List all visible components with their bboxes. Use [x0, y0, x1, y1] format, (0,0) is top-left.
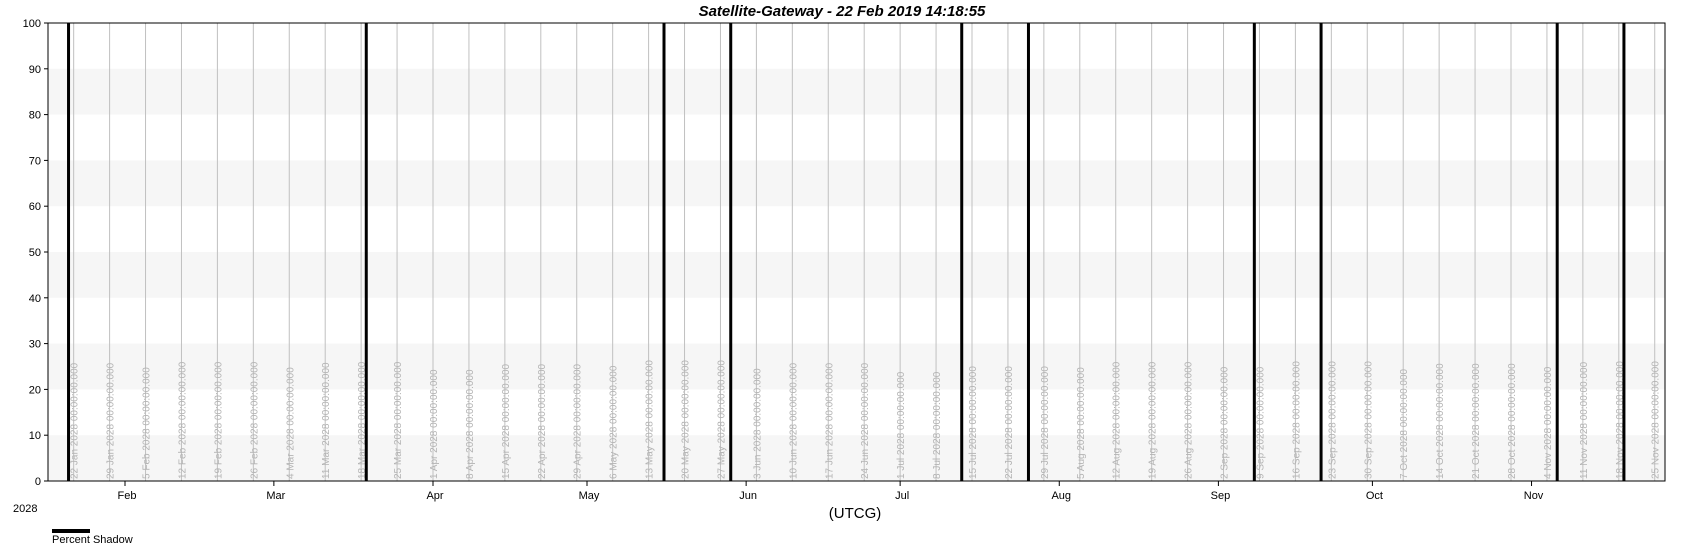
- weekly-tick-label: 4 Nov 2028 00:00:00.000: [1543, 366, 1554, 479]
- weekly-tick-labels: 22 Jan 2028 00:00:00.000 29 Jan 2028 00:0…: [70, 360, 1662, 479]
- weekly-tick-label: 22 Jul 2028 00:00:00.000: [1004, 366, 1015, 479]
- y-tick-label: 20: [29, 384, 41, 396]
- weekly-tick-label: 21 Oct 2028 00:00:00.000: [1471, 363, 1482, 479]
- chart-title: Satellite-Gateway - 22 Feb 2019 14:18:55: [699, 3, 986, 20]
- weekly-tick-label: 1 Jul 2028 00:00:00.000: [896, 371, 907, 479]
- weekly-tick-label: 8 Jul 2028 00:00:00.000: [932, 371, 943, 479]
- weekly-tick-label: 30 Sep 2028 00:00:00.000: [1363, 361, 1374, 479]
- weekly-tick-label: 23 Sep 2028 00:00:00.000: [1327, 361, 1338, 479]
- weekly-tick-label: 12 Feb 2028 00:00:00.000: [177, 361, 188, 479]
- weekly-tick-label: 22 Apr 2028 00:00:00.000: [537, 363, 548, 479]
- y-tick-label: 30: [29, 339, 41, 351]
- plot-band: [48, 68, 1665, 115]
- weekly-tick-label: 29 Apr 2028 00:00:00.000: [573, 363, 584, 479]
- weekly-tick-label: 4 Mar 2028 00:00:00.000: [285, 367, 296, 479]
- weekly-tick-label: 11 Mar 2028 00:00:00.000: [321, 362, 332, 479]
- legend-label: Percent Shadow: [52, 534, 133, 544]
- weekly-tick-label: 10 Jun 2028 00:00:00.000: [788, 362, 799, 479]
- y-axis: 0 10 20 30 40 50 60 70 80 90 100: [23, 18, 48, 488]
- weekly-tick-label: 9 Sep 2028 00:00:00.000: [1255, 366, 1266, 479]
- month-tick-label: Nov: [1524, 490, 1544, 502]
- weekly-tick-label: 19 Feb 2028 00:00:00.000: [213, 361, 224, 479]
- weekly-tick-label: 22 Jan 2028 00:00:00.000: [70, 362, 81, 479]
- weekly-tick-label: 2 Sep 2028 00:00:00.000: [1220, 366, 1231, 479]
- y-tick-label: 80: [29, 110, 41, 122]
- month-tick-label: Jun: [739, 490, 757, 502]
- weekly-tick-label: 8 Apr 2028 00:00:00.000: [465, 369, 476, 479]
- plot-band: [48, 252, 1665, 298]
- plot-band: [48, 435, 1665, 481]
- weekly-tick-label: 11 Nov 2028 00:00:00.000: [1579, 361, 1590, 479]
- y-tick-label: 40: [29, 293, 41, 305]
- month-tick-label: Sep: [1211, 490, 1231, 502]
- weekly-tick-label: 29 Jan 2028 00:00:00.000: [106, 362, 117, 479]
- weekly-tick-label: 26 Aug 2028 00:00:00.000: [1184, 361, 1195, 479]
- weekly-tick-label: 16 Sep 2028 00:00:00.000: [1291, 361, 1302, 479]
- weekly-tick-label: 7 Oct 2028 00:00:00.000: [1399, 368, 1410, 479]
- weekly-tick-label: 18 Mar 2028 00:00:00.000: [357, 361, 368, 479]
- weekly-tick-label: 6 May 2028 00:00:00.000: [609, 365, 620, 479]
- weekly-tick-label: 17 Jun 2028 00:00:00.000: [824, 362, 835, 479]
- month-tick-label: Oct: [1366, 490, 1383, 502]
- year-label: 2028: [13, 503, 37, 515]
- weekly-tick-label: 5 Aug 2028 00:00:00.000: [1076, 367, 1087, 479]
- month-tick-label: Apr: [426, 490, 443, 502]
- month-tick-label: May: [579, 490, 600, 502]
- weekly-tick-label: 25 Nov 2028 00:00:00.000: [1651, 361, 1662, 479]
- weekly-tick-label: 20 May 2028 00:00:00.000: [681, 360, 692, 479]
- weekly-tick-label: 5 Feb 2028 00:00:00.000: [142, 367, 153, 479]
- weekly-tick-label: 12 Aug 2028 00:00:00.000: [1112, 361, 1123, 479]
- weekly-tick-label: 29 Jul 2028 00:00:00.000: [1040, 366, 1051, 479]
- weekly-tick-label: 13 May 2028 00:00:00.000: [645, 360, 656, 479]
- weekly-tick-label: 19 Aug 2028 00:00:00.000: [1148, 361, 1159, 479]
- month-tick-label: Jul: [895, 490, 909, 502]
- y-tick-label: 70: [29, 155, 41, 167]
- weekly-tick-label: 15 Apr 2028 00:00:00.000: [501, 363, 512, 479]
- y-tick-label: 10: [29, 430, 41, 442]
- weekly-tick-label: 28 Oct 2028 00:00:00.000: [1507, 363, 1518, 479]
- y-tick-label: 50: [29, 247, 41, 259]
- weekly-tick-label: 15 Jul 2028 00:00:00.000: [968, 366, 979, 479]
- y-tick-label: 90: [29, 64, 41, 76]
- x-axis: Feb Mar Apr May Jun Jul Aug Sep Oct Nov: [118, 481, 1544, 502]
- plot-band: [48, 160, 1665, 207]
- plot-bands: [48, 68, 1665, 481]
- month-tick-label: Feb: [118, 490, 137, 502]
- weekly-tick-label: 27 May 2028 00:00:00.000: [716, 360, 727, 479]
- y-tick-label: 100: [23, 18, 41, 30]
- y-tick-label: 0: [35, 476, 41, 488]
- month-tick-label: Aug: [1051, 490, 1071, 502]
- plot-band: [48, 343, 1665, 390]
- weekly-tick-label: 18 Nov 2028 00:00:00.000: [1615, 361, 1626, 479]
- weekly-tick-label: 14 Oct 2028 00:00:00.000: [1435, 363, 1446, 479]
- weekly-gridlines: [73, 23, 1656, 481]
- weekly-tick-label: 25 Mar 2028 00:00:00.000: [393, 361, 404, 479]
- percent-shadow-series: [67, 23, 1626, 481]
- y-tick-label: 60: [29, 201, 41, 213]
- month-tick-label: Mar: [266, 490, 285, 502]
- weekly-tick-label: 26 Feb 2028 00:00:00.000: [249, 361, 260, 479]
- weekly-tick-label: 1 Apr 2028 00:00:00.000: [429, 369, 440, 479]
- weekly-tick-label: 24 Jun 2028 00:00:00.000: [860, 362, 871, 479]
- weekly-tick-label: 3 Jun 2028 00:00:00.000: [752, 368, 763, 479]
- x-axis-label: (UTCG): [829, 505, 882, 522]
